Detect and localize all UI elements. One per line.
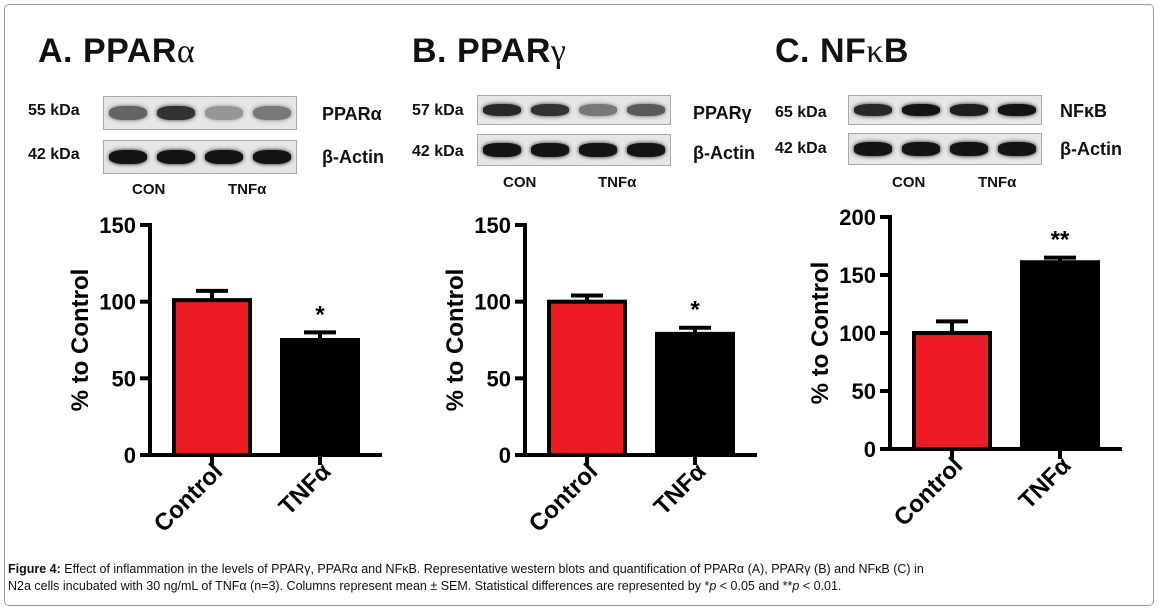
panel-c-actin-blot [848,133,1042,165]
panel-b-target-band-1 [482,103,522,117]
panel-c-actin-band-3 [949,142,989,156]
panel-b-category-label-2: TNFα [649,458,712,521]
panel-b-title: B. PPARγ [412,32,567,70]
panel-a-target-band-1 [108,105,148,121]
panel-c-y-tick-label-5: 200 [839,205,876,230]
panel-c-bar-1 [912,331,992,451]
panel-b-group-con: CON [503,174,537,191]
panel-b-target-kda: 57 kDa [412,102,464,119]
panel-b-y-tick-label-3: 100 [474,290,511,315]
panel-a-actin-band-2 [156,149,196,165]
panel-b-bar-chart: % to Control Control * TNFα 0 50 100 150 [442,213,757,538]
panel-b-y-tick-label-4: 150 [474,213,511,238]
panel-b-significance-2: * [690,297,700,324]
panel-a-y-tick-label-3: 100 [99,290,136,315]
panel-b-target-label: PPARγ [693,103,752,123]
panel-b-y-tick-label-1: 0 [499,443,511,468]
panel-c-target-label: NFκB [1060,101,1108,121]
panel-a-target-label: PPARα [322,104,382,124]
panel-c-actin-band-1 [853,142,893,156]
panel-b-y-axis-label: % to Control [442,269,469,412]
panel-a-target-band-4 [252,105,292,121]
panel-a-actin-label: β-Actin [322,147,384,167]
panel-c-y-tick-label-2: 50 [852,379,876,404]
panel-c-group-con: CON [892,174,926,191]
panel-c-title: C. NFκB [775,32,909,70]
panel-b-target-band-2 [530,103,570,117]
panel-b-category-label-1: Control [524,458,603,537]
panel-c-group-tnf: TNFα [978,174,1017,191]
panel-b-target-blot [477,95,671,125]
panel-a-bar-1 [172,298,252,457]
panel-a-group-tnf: TNFα [228,181,267,198]
panel-b-target-band-4 [626,103,666,117]
panel-b-bar-1 [547,299,627,457]
panel-a-bar-2 [280,338,360,457]
panel-a-actin-band-1 [108,149,148,165]
panel-c-target-band-4 [997,103,1037,117]
panel-c-category-label-1: Control [889,452,968,531]
panel-a-actin-band-4 [252,149,292,165]
caption-p1: p [709,579,717,593]
panel-a-target-band-3 [204,105,244,121]
panel-c-category-label-2: TNFα [1014,452,1077,515]
panel-a-y-axis-label: % to Control [67,269,94,412]
panel-b-actin-label: β-Actin [693,143,755,163]
caption-line2b: < 0.05 and ** [716,579,793,593]
panel-a-y-tick-label-1: 0 [124,443,136,468]
panel-c-bar-2 [1020,260,1100,451]
caption-line2c: < 0.01. [799,579,842,593]
panel-c-actin-band-2 [901,142,941,156]
panel-a-y-tick-label-4: 150 [99,213,136,238]
panel-a-category-label-2: TNFα [274,458,337,521]
panel-a-actin-band-3 [204,149,244,165]
panel-b-y-tick-label-2: 50 [487,366,511,391]
panel-c-actin-kda: 42 kDa [775,140,827,157]
panel-c-target-band-3 [949,103,989,117]
panel-c-significance-2: ** [1051,227,1070,254]
panel-b-actin-band-1 [482,143,522,157]
panel-a-significance-2: * [315,301,325,328]
panel-b-bar-2 [655,331,735,457]
panel-c-actin-band-4 [997,142,1037,156]
figure-caption: Figure 4: Effect of inflammation in the … [8,561,1153,595]
panel-b-actin-kda: 42 kDa [412,143,464,160]
panel-a-y-tick-label-2: 50 [112,366,136,391]
panel-b-actin-band-3 [578,143,618,157]
panel-a-group-con: CON [132,181,166,198]
panel-a-target-kda: 55 kDa [28,102,80,119]
panel-a-category-label-1: Control [149,458,228,537]
panel-c-y-axis-label: % to Control [807,262,834,405]
panel-c-y-tick-label-1: 0 [864,437,876,462]
panel-b-target-band-3 [578,103,618,117]
caption-label: Figure 4: [8,562,61,576]
panel-a-target-blot [103,96,297,130]
panel-a-actin-kda: 42 kDa [28,146,80,163]
panel-a-actin-blot [103,140,297,174]
panel-c-target-kda: 65 kDa [775,104,827,121]
panel-c-y-tick-label-3: 100 [839,321,876,346]
panel-c-actin-label: β-Actin [1060,139,1122,159]
panel-c-bar-chart: % to Control Control ** TNFα 0 50 100 150 200 [807,205,1122,532]
panel-a-bar-chart: % to Control Control * TNFα 0 50 100 150 [67,213,382,538]
panel-b-actin-blot [477,134,671,166]
panel-c-target-band-1 [853,103,893,117]
panel-c-target-blot [848,95,1042,125]
panel-c-y-tick-label-4: 150 [839,263,876,288]
caption-line1: Effect of inflammation in the levels of … [64,562,924,576]
panel-c-target-band-2 [901,103,941,117]
figure-frame [4,4,1154,606]
panel-a-title: A. PPARα [38,32,196,70]
panel-b-actin-band-2 [530,143,570,157]
panel-a-target-band-2 [156,105,196,121]
caption-p2: p [792,579,800,593]
panel-b-actin-band-4 [626,143,666,157]
panel-b-group-tnf: TNFα [598,174,637,191]
caption-line2a: N2a cells incubated with 30 ng/mL of TNF… [8,579,710,593]
